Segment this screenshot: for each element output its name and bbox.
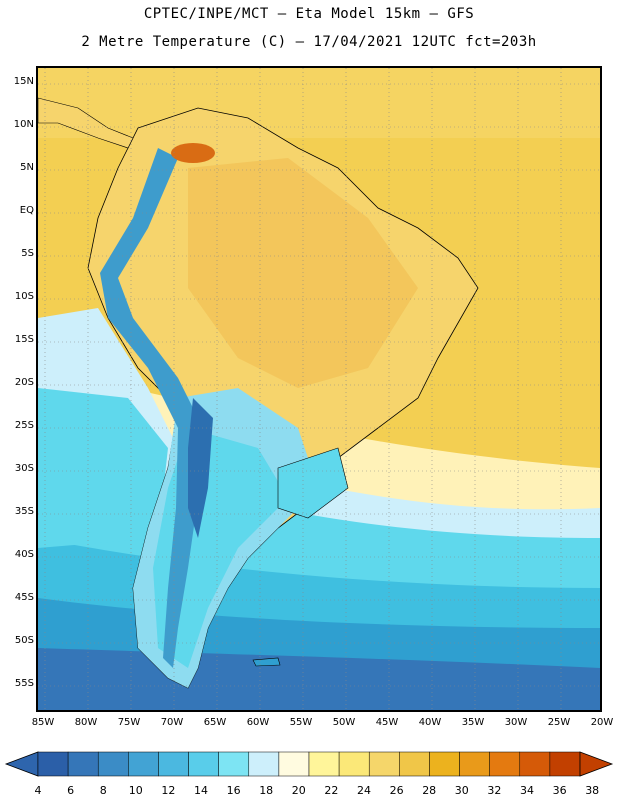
colorbar-label: 34: [520, 784, 534, 797]
colorbar-label: 28: [422, 784, 437, 797]
colorbar-label: 38: [585, 784, 600, 797]
lat-label: 5S: [21, 248, 34, 259]
colorbar-cell: [308, 751, 340, 777]
lat-label: 40S: [14, 549, 34, 560]
lat-label: 5N: [20, 162, 34, 173]
lat-label: 25S: [14, 420, 34, 431]
colorbar-cell: [188, 751, 219, 777]
colorbar-cell: [128, 751, 159, 777]
lat-label: 10N: [13, 119, 34, 130]
lon-label: 25W: [547, 717, 571, 728]
colorbar-label: 4: [34, 784, 42, 797]
lat-label: 55S: [14, 678, 34, 689]
lon-label: 80W: [74, 717, 98, 728]
lat-label: 30S: [14, 463, 34, 474]
lon-label: 70W: [160, 717, 184, 728]
colorbar-cell: [489, 751, 521, 777]
colorbar-label: 32: [487, 784, 502, 797]
colorbar-cell: [218, 751, 250, 777]
colorbar-cell: [67, 751, 99, 777]
colorbar: [4, 751, 614, 777]
lon-label: 60W: [246, 717, 270, 728]
andes-range: [100, 148, 203, 668]
colorbar-label: 20: [291, 784, 306, 797]
colorbar-cell: [97, 751, 129, 777]
lat-label: 15N: [13, 76, 34, 87]
land-warm-interior: [188, 158, 418, 388]
colorbar-label: 18: [259, 784, 274, 797]
colorbar-cell: [248, 751, 280, 777]
andes-high: [188, 398, 213, 538]
colorbar-label: 30: [454, 784, 469, 797]
lon-label: 75W: [117, 717, 141, 728]
colorbar-cell: [338, 751, 370, 777]
chart-subtitle: 2 Metre Temperature (C) – 17/04/2021 12U…: [81, 34, 537, 50]
lat-label: 50S: [14, 635, 34, 646]
colorbar-cell: [278, 751, 310, 777]
lon-label: 55W: [289, 717, 313, 728]
colorbar-label: 6: [67, 784, 75, 797]
colorbar-right-arrow: [579, 751, 614, 777]
colorbar-cell: [399, 751, 430, 777]
colorbar-label: 12: [161, 784, 176, 797]
lon-label: 45W: [375, 717, 399, 728]
colorbar-label: 8: [99, 784, 107, 797]
colorbar-cell: [158, 751, 189, 777]
colorbar-label: 36: [552, 784, 567, 797]
lat-label: 15S: [14, 334, 34, 345]
colorbar-label: 22: [324, 784, 339, 797]
colorbar-cell: [459, 751, 490, 777]
lon-label: 30W: [504, 717, 528, 728]
colorbar-cell: [519, 751, 551, 777]
grid-lines: [38, 68, 600, 710]
lon-label: 65W: [203, 717, 227, 728]
lat-label: 10S: [14, 291, 34, 302]
lat-label: 20S: [14, 377, 34, 388]
lat-label: 35S: [14, 506, 34, 517]
lat-label: EQ: [19, 205, 34, 216]
colorbar-cell: [37, 751, 69, 777]
chart-title: CPTEC/INPE/MCT – Eta Model 15km – GFS: [143, 6, 475, 22]
temperature-map: [36, 66, 602, 712]
lon-label: 35W: [461, 717, 485, 728]
temperature-hotspot: [171, 143, 215, 163]
colorbar-left-arrow: [4, 751, 39, 777]
colorbar-cell: [549, 751, 581, 777]
land-uruguay: [277, 447, 349, 519]
colorbar-label: 24: [357, 784, 371, 797]
colorbar-label: 10: [128, 784, 143, 797]
lon-label: 20W: [590, 717, 614, 728]
lat-label: 45S: [14, 592, 34, 603]
colorbar-label: 14: [194, 784, 208, 797]
colorbar-cell: [429, 751, 460, 777]
lon-label: 50W: [332, 717, 356, 728]
colorbar-label: 26: [389, 784, 404, 797]
colorbar-label: 16: [226, 784, 241, 797]
ocean-north-band: [38, 68, 600, 138]
land-central-america: [38, 97, 134, 149]
lon-label: 85W: [31, 717, 55, 728]
lon-label: 40W: [418, 717, 442, 728]
colorbar-cell: [368, 751, 400, 777]
